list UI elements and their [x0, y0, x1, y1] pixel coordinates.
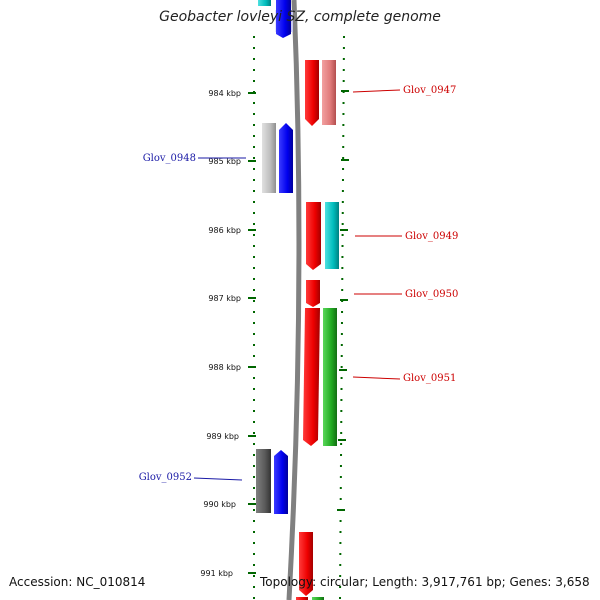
leader-glov-0947	[352, 89, 401, 93]
gene-glov-0951-green[interactable]	[323, 308, 337, 446]
label-glov-0951[interactable]: Glov_0951	[403, 373, 456, 384]
tick-label-990: 990 kbp	[203, 500, 236, 509]
right-dotted-ruler	[339, 35, 345, 600]
gene-glov-0948-grey[interactable]	[262, 123, 276, 193]
gene-glov-0947-red[interactable]	[305, 60, 319, 126]
gene-red-bottom-2[interactable]	[296, 597, 308, 600]
gene-glov-0952-grey[interactable]	[256, 449, 271, 513]
gene-red-bottom[interactable]	[299, 532, 313, 596]
gene-glov-0949-red[interactable]	[306, 202, 321, 270]
left-major-ticks	[248, 92, 256, 574]
tick-label-986: 986 kbp	[208, 226, 241, 235]
gene-glov-0952-blue[interactable]	[274, 450, 288, 514]
gene-glov-0951-red[interactable]	[303, 308, 320, 446]
tick-label-988: 988 kbp	[208, 363, 241, 372]
gene-glov-0950-red[interactable]	[306, 280, 320, 307]
label-glov-0948[interactable]: Glov_0948	[143, 153, 196, 164]
tick-label-985: 985 kbp	[208, 157, 241, 166]
genome-backbone	[286, 0, 302, 600]
leader-glov-0952	[193, 477, 243, 481]
leader-glov-0951	[352, 376, 401, 380]
gene-green-bottom[interactable]	[312, 597, 324, 600]
genome-summary-text: Topology: circular; Length: 3,917,761 bp…	[260, 575, 590, 589]
right-major-ticks	[337, 90, 349, 511]
map-title: Geobacter lovleyi SZ, complete genome	[159, 9, 441, 25]
label-glov-0950[interactable]: Glov_0950	[405, 289, 458, 300]
tick-label-989: 989 kbp	[206, 432, 239, 441]
tick-label-991: 991 kbp	[200, 569, 233, 578]
tick-label-987: 987 kbp	[208, 294, 241, 303]
tick-label-984: 984 kbp	[208, 89, 241, 98]
label-glov-0947[interactable]: Glov_0947	[403, 85, 456, 96]
label-glov-0952[interactable]: Glov_0952	[139, 472, 192, 483]
gene-glov-0948-blue[interactable]	[279, 123, 293, 193]
gene-glov-0947-pink[interactable]	[322, 60, 336, 125]
gene-glov-0949-cyan[interactable]	[325, 202, 339, 269]
gene-blue-top[interactable]	[276, 0, 291, 38]
accession-text: Accession: NC_010814	[9, 575, 146, 589]
gene-cyan-top[interactable]	[258, 0, 271, 6]
label-glov-0949[interactable]: Glov_0949	[405, 231, 458, 242]
